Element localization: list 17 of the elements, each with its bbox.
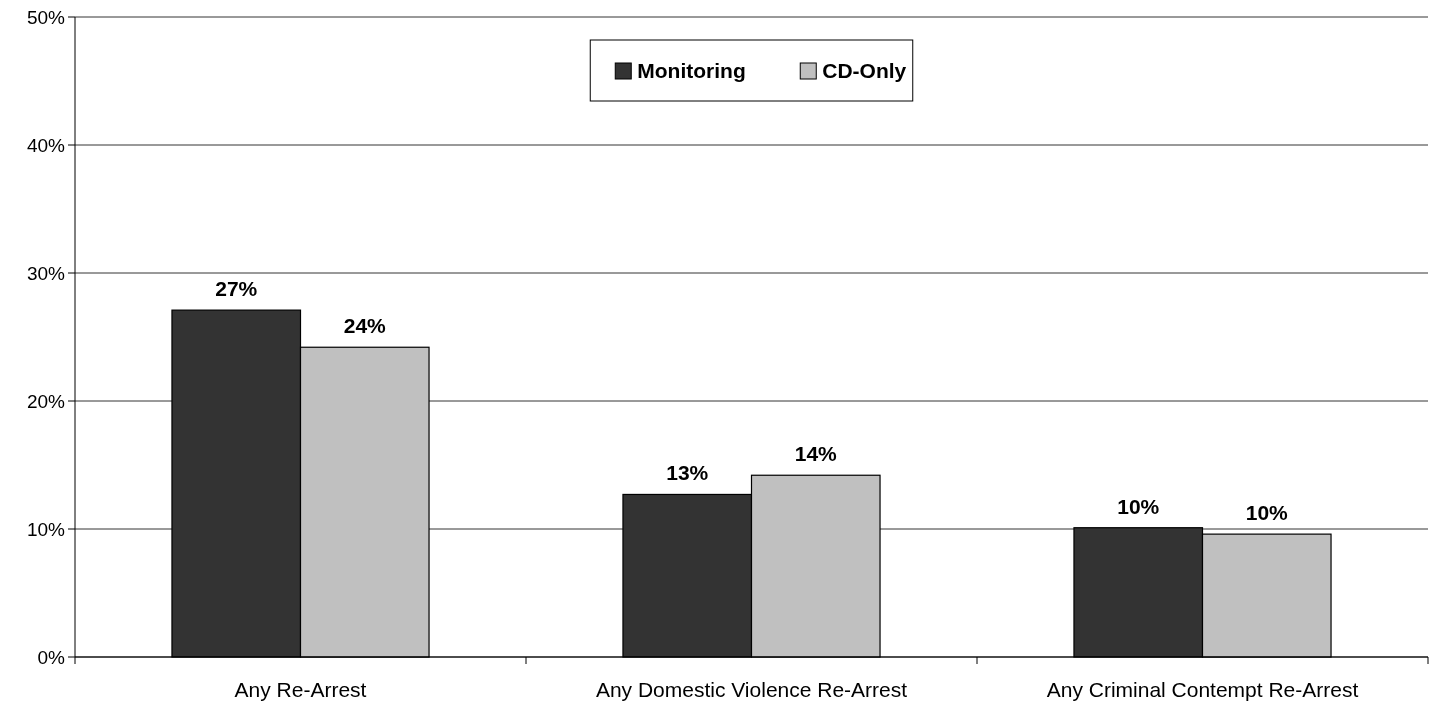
y-tick-label: 20% (26, 390, 66, 412)
y-tick-label: 10% (26, 518, 66, 540)
data-label: 24% (343, 314, 387, 338)
data-label: 14% (794, 442, 838, 466)
x-tick-label: Any Criminal Contempt Re-Arrest (1046, 678, 1359, 701)
x-tick-label: Any Re-Arrest (234, 678, 367, 701)
y-tick-label: 50% (26, 6, 66, 28)
x-tick-label: Any Domestic Violence Re-Arrest (595, 678, 908, 701)
y-tick-label: 40% (26, 134, 66, 156)
data-label: 10% (1245, 501, 1289, 525)
data-label: 13% (666, 461, 709, 485)
y-tick-label: 0% (37, 646, 66, 668)
y-tick-label: 30% (26, 262, 66, 284)
legend-label: Monitoring (637, 59, 746, 83)
data-label: 10% (1117, 494, 1160, 518)
legend-label: CD-Only (822, 59, 907, 83)
data-label: 27% (215, 277, 258, 301)
